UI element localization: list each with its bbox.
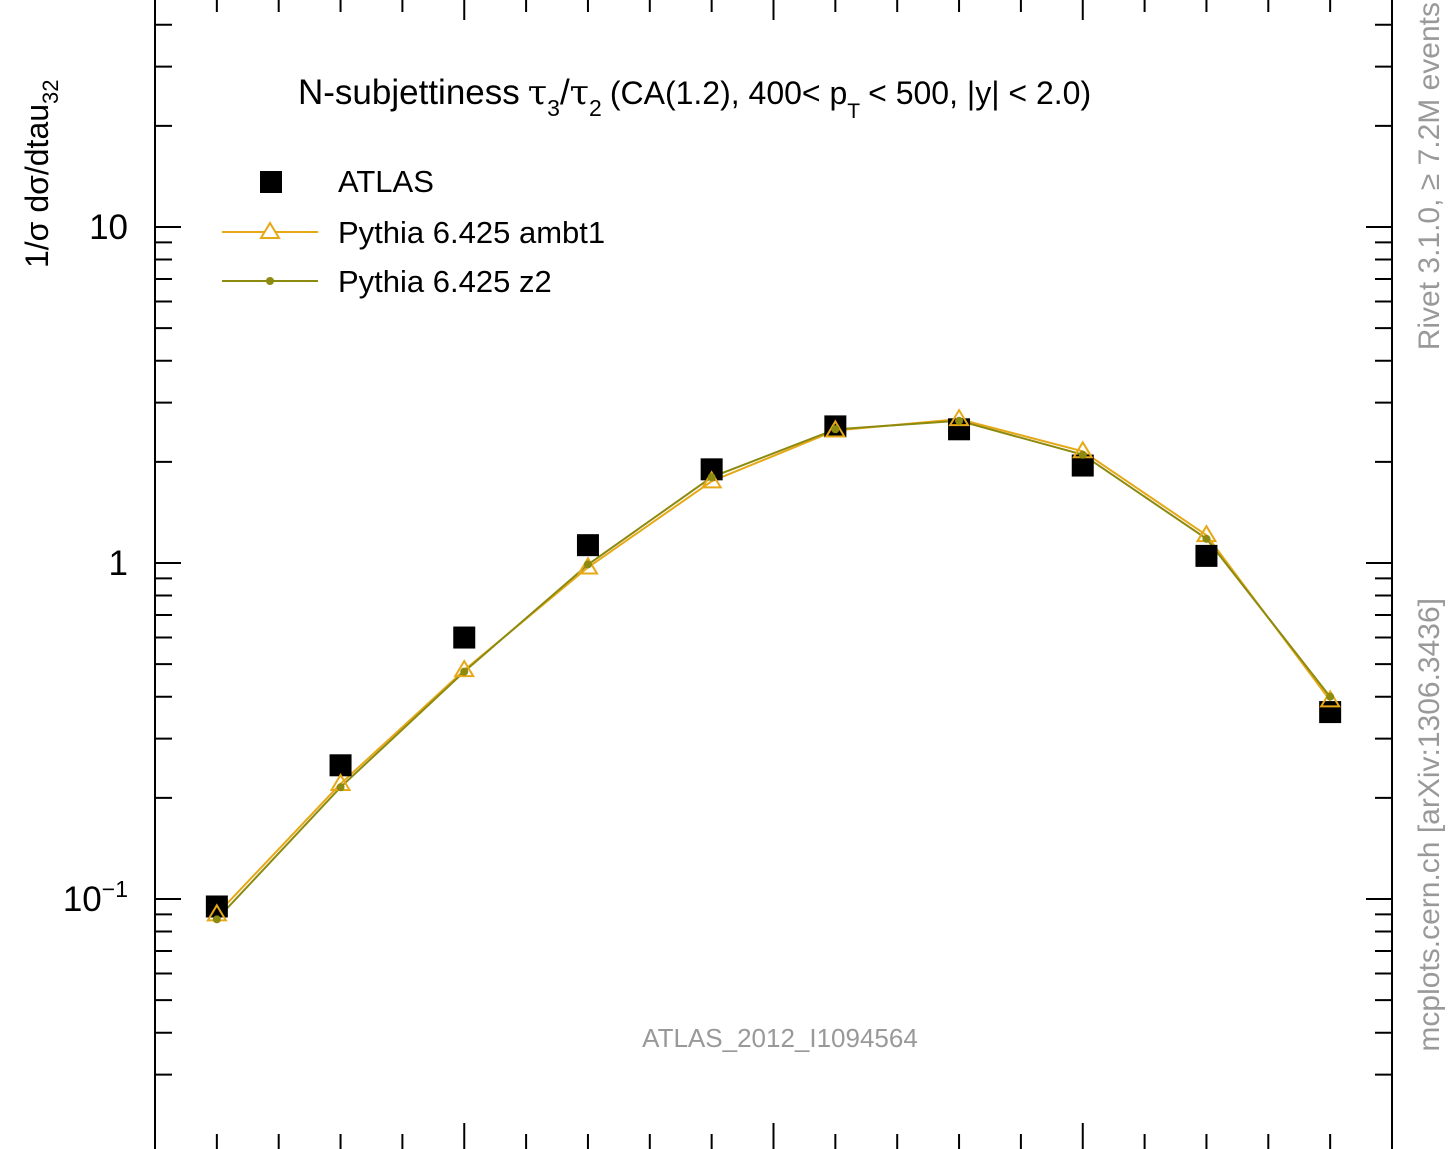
y-tick-label: 10 (89, 208, 128, 247)
legend-label-ambt1: Pythia 6.425 ambt1 (338, 215, 605, 250)
legend-marker-atlas (260, 171, 282, 193)
data-point-ambt1 (577, 556, 599, 575)
data-point-ambt1 (824, 419, 847, 438)
title-tau-num: τ (528, 73, 547, 113)
data-point-ambt1 (453, 659, 476, 678)
data-point-atlas (576, 534, 599, 557)
data-point-z2 (955, 416, 964, 425)
data-point-z2 (460, 667, 469, 676)
legend: ATLAS Pythia 6.425 ambt1 Pythia 6.425 z2 (222, 164, 605, 299)
data-point-z2 (1326, 692, 1335, 701)
title-rest2: < 500, |y| < 2.0) (868, 75, 1091, 111)
data-point-z2 (336, 783, 345, 792)
legend-marker-z2 (266, 277, 274, 285)
data-point-ambt1 (1319, 689, 1341, 708)
data-point-z2 (583, 560, 592, 569)
y-axis-label: 1/σ dσ/dtau32 (19, 79, 63, 268)
title-slash: / (560, 73, 570, 112)
y-tick-label: 1 (109, 544, 128, 583)
legend-label-atlas: ATLAS (338, 164, 434, 199)
title-num-sub: 3 (547, 95, 560, 121)
legend-label-z2: Pythia 6.425 z2 (338, 264, 552, 299)
data-point-atlas (453, 626, 476, 649)
data-point-atlas (948, 418, 971, 441)
plot-frame (154, 0, 1393, 1149)
data-point-z2 (212, 915, 221, 924)
data-point-z2 (1078, 450, 1087, 459)
title-text: N-subjettiness (298, 73, 520, 112)
data-point-atlas (1195, 544, 1218, 567)
data-point-z2 (707, 473, 716, 482)
series-markers (205, 408, 1342, 924)
y-tick-label: 10−1 (63, 876, 128, 919)
data-point-z2 (831, 425, 840, 434)
x-axis-ticks (215, 0, 1332, 1149)
chart-title: N-subjettiness τ3/τ2 (CA(1.2), 400< pT< 50… (298, 73, 1091, 123)
series-line-2 (216, 419, 1331, 920)
analysis-id: ATLAS_2012_I1094564 (642, 1023, 918, 1053)
rivet-version-text: Rivet 3.1.0, ≥ 7.2M events (1413, 2, 1446, 350)
series-lines (216, 418, 1331, 920)
y-axis-ticks (155, 23, 1392, 1076)
data-point-ambt1 (700, 470, 723, 489)
data-point-atlas (329, 754, 352, 777)
title-tau-den: τ (570, 73, 589, 113)
data-point-atlas (1071, 454, 1094, 477)
ylabel-sub: 32 (38, 79, 63, 103)
data-point-atlas (700, 458, 723, 481)
data-point-z2 (1202, 534, 1211, 543)
mcplots-reference-text: mcplots.cern.ch [arXiv:1306.3436] (1413, 598, 1446, 1052)
title-den-sub: 2 (589, 95, 602, 121)
svg-text:1/σ dσ/dtau32: 1/σ dσ/dtau32 (19, 79, 63, 268)
title-rest1: (CA(1.2), 400< p (610, 75, 847, 111)
y-tick-labels: 10 1 10−1 (63, 208, 128, 919)
data-point-ambt1 (948, 408, 970, 427)
title-pt-sub: T (847, 100, 860, 123)
ylabel-main: 1/σ dσ/dtau (19, 104, 55, 268)
legend-marker-ambt1 (259, 221, 281, 239)
series-line-1 (216, 418, 1331, 916)
